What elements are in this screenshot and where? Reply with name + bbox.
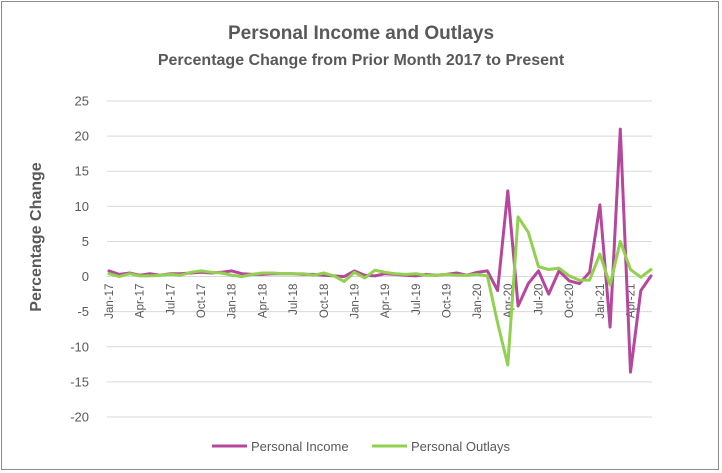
x-tick-label: Oct-19: [441, 284, 453, 319]
x-tick-label: Oct-17: [196, 284, 208, 319]
chart-subtitle: Percentage Change from Prior Month 2017 …: [158, 52, 565, 69]
y-axis-label: Percentage Change: [28, 162, 45, 311]
series-lines: [107, 127, 653, 374]
y-tick-label: -15: [70, 374, 89, 389]
series-line-personal-income: [107, 127, 653, 374]
x-tick-label: Jan-21: [595, 284, 607, 319]
y-tick-label: -20: [70, 410, 89, 425]
y-tick-label: 20: [75, 129, 89, 144]
y-axis-ticks: 25 20 15 10 5 0 -5 -10 -15 -20: [70, 94, 89, 425]
y-tick-label: 15: [75, 164, 89, 179]
x-tick-label: Jan-19: [349, 284, 361, 319]
y-tick-label: 0: [82, 269, 89, 284]
legend-label-personal-outlays: Personal Outlays: [411, 439, 510, 454]
x-tick-label: Jan-17: [104, 284, 116, 319]
chart-title: Personal Income and Outlays: [228, 23, 494, 44]
x-tick-label: Jan-18: [227, 284, 239, 319]
x-tick-label: Jul-17: [165, 284, 177, 315]
y-tick-label: -5: [77, 304, 89, 319]
x-tick-label: Apr-19: [380, 284, 392, 319]
x-tick-label: Apr-17: [135, 284, 147, 319]
series-line-personal-outlays: [107, 215, 653, 367]
legend: Personal Income Personal Outlays: [212, 439, 510, 454]
x-tick-label: Jul-20: [534, 284, 546, 315]
x-tick-label: Jul-19: [411, 284, 423, 315]
x-tick-label: Apr-18: [257, 284, 269, 319]
y-tick-label: -10: [70, 339, 89, 354]
x-tick-label: Jul-18: [288, 284, 300, 315]
y-tick-label: 5: [82, 234, 89, 249]
x-tick-label: Jan-20: [472, 284, 484, 319]
y-tick-label: 25: [75, 94, 89, 109]
gridlines: [107, 100, 652, 418]
x-tick-label: Oct-20: [564, 284, 576, 319]
legend-label-personal-income: Personal Income: [251, 439, 349, 454]
x-tick-label: Oct-18: [319, 284, 331, 319]
y-tick-label: 10: [75, 199, 89, 214]
x-axis-ticks: Jan-17 Apr-17 Jul-17 Oct-17 Jan-18 Apr-18 Jul-…: [104, 284, 638, 319]
